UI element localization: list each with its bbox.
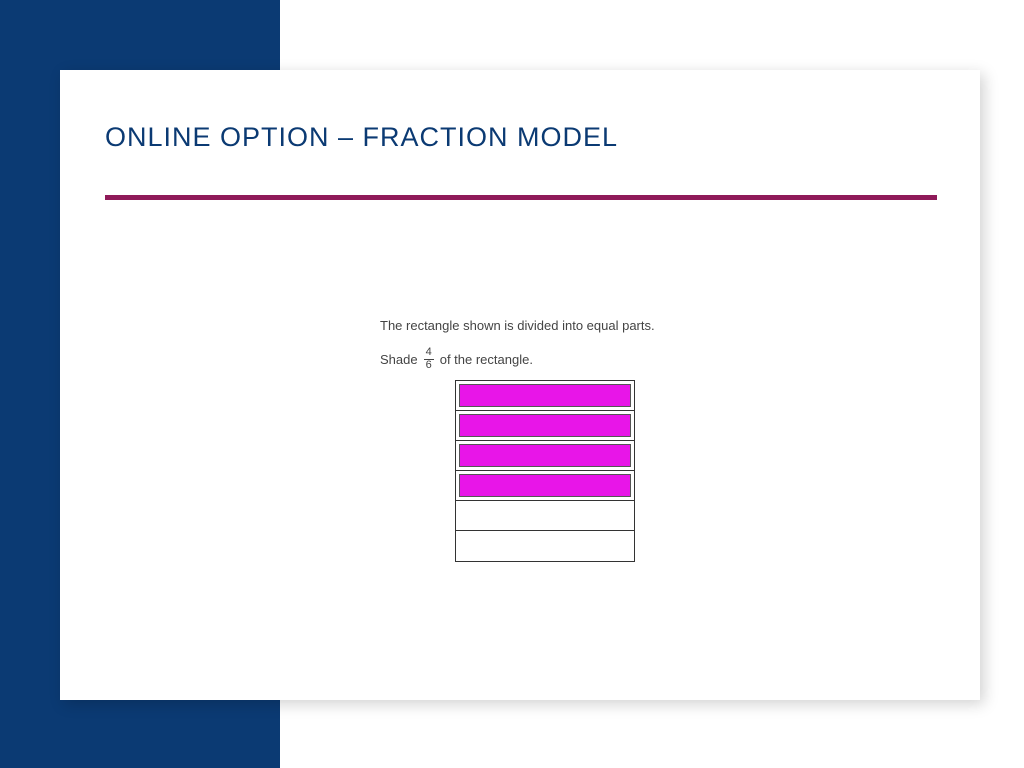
shaded-cell: [459, 414, 631, 437]
fraction-row[interactable]: [456, 381, 634, 411]
fraction-row[interactable]: [456, 501, 634, 531]
shaded-cell: [459, 384, 631, 407]
problem-line-1: The rectangle shown is divided into equa…: [380, 318, 800, 333]
fraction-row[interactable]: [456, 411, 634, 441]
problem-text-area: The rectangle shown is divided into equa…: [380, 318, 800, 371]
fraction-numerator: 4: [424, 347, 434, 360]
horizontal-rule: [105, 195, 937, 200]
fraction-icon: 4 6: [424, 347, 434, 371]
problem-line-2: Shade 4 6 of the rectangle.: [380, 347, 800, 371]
fraction-model: [455, 380, 635, 562]
shaded-cell: [459, 474, 631, 497]
fraction-denominator: 6: [424, 360, 434, 372]
fraction-row[interactable]: [456, 441, 634, 471]
fraction-row[interactable]: [456, 531, 634, 561]
slide-card: ONLINE OPTION – FRACTION MODEL The recta…: [60, 70, 980, 700]
fraction-row[interactable]: [456, 471, 634, 501]
shade-suffix: of the rectangle.: [440, 352, 533, 367]
shaded-cell: [459, 444, 631, 467]
shade-prefix: Shade: [380, 352, 418, 367]
slide-title: ONLINE OPTION – FRACTION MODEL: [105, 122, 618, 153]
